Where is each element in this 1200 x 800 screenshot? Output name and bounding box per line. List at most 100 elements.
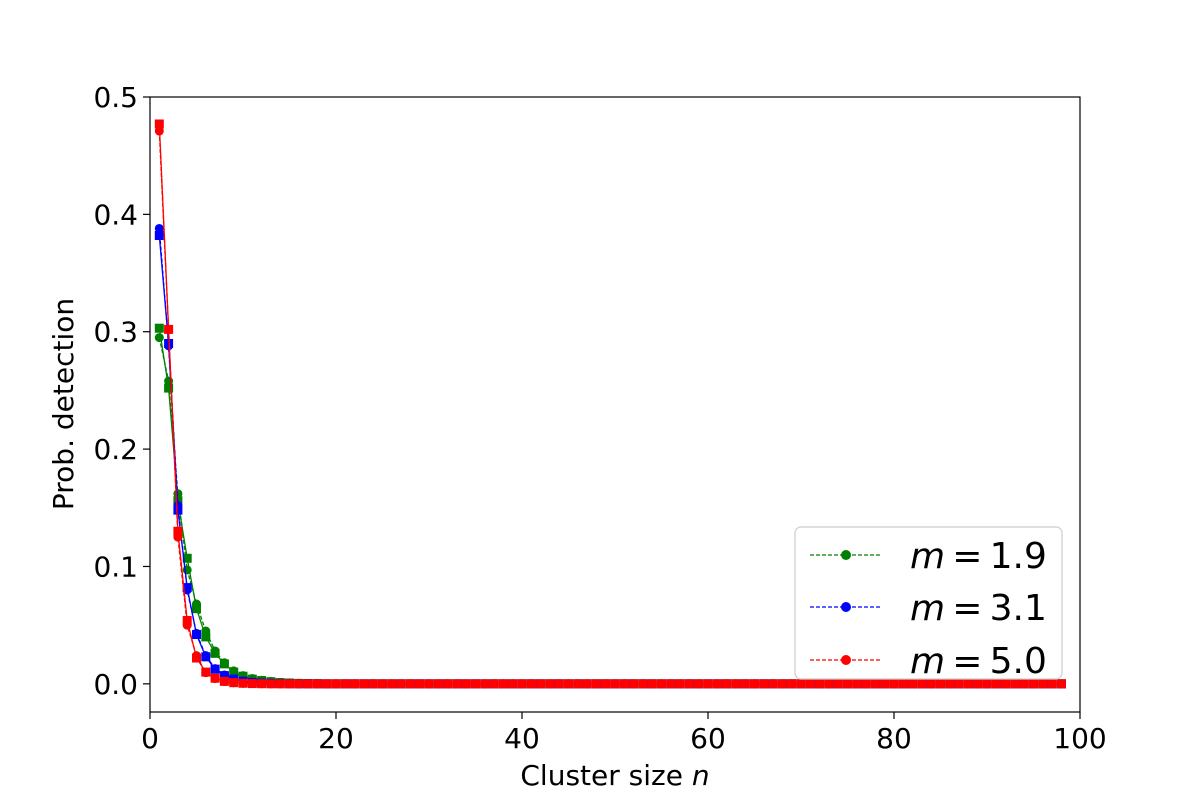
data-point-circle bbox=[192, 599, 201, 609]
data-point-circle bbox=[545, 679, 555, 689]
data-point-circle bbox=[564, 679, 573, 689]
legend-label-value: 1.9 bbox=[990, 536, 1047, 577]
data-point-circle bbox=[294, 679, 304, 689]
data-point-circle bbox=[870, 679, 880, 689]
data-point-circle bbox=[917, 679, 927, 689]
data-point-circle bbox=[796, 679, 806, 689]
data-point-circle bbox=[1019, 679, 1029, 689]
data-point-circle bbox=[443, 679, 453, 689]
legend-label-var: m bbox=[910, 536, 945, 577]
data-point-circle bbox=[350, 679, 360, 689]
data-point-circle bbox=[573, 679, 583, 689]
legend-label-value: 5.0 bbox=[990, 641, 1047, 682]
data-point-square bbox=[182, 615, 192, 625]
data-point-circle bbox=[238, 678, 248, 688]
data-point-circle bbox=[405, 679, 415, 689]
data-point-circle bbox=[638, 679, 648, 689]
data-point-circle bbox=[517, 679, 527, 689]
data-point-circle bbox=[815, 679, 825, 689]
legend-label: m = 1.9 bbox=[910, 536, 1047, 577]
data-point-circle bbox=[452, 679, 462, 689]
data-point-circle bbox=[415, 679, 425, 689]
data-point-circle bbox=[247, 679, 257, 689]
data-point-circle bbox=[322, 679, 332, 689]
data-point-circle bbox=[266, 679, 276, 689]
data-point-circle bbox=[843, 679, 852, 689]
data-point-circle bbox=[331, 679, 341, 689]
data-point-circle bbox=[154, 126, 164, 136]
data-point-circle bbox=[229, 666, 239, 676]
data-point-circle bbox=[657, 679, 666, 689]
data-point-square bbox=[201, 632, 211, 642]
series-5.0 bbox=[154, 119, 1066, 689]
legend-label-eq: = bbox=[945, 588, 990, 629]
y-tick-label: 0.5 bbox=[93, 81, 138, 114]
legend-label-eq: = bbox=[945, 641, 990, 682]
legend-label-eq: = bbox=[945, 536, 990, 577]
data-point-circle bbox=[201, 668, 211, 678]
data-point-circle bbox=[312, 679, 322, 689]
data-point-circle bbox=[936, 679, 945, 689]
x-axis-label-text: Cluster size bbox=[520, 759, 683, 792]
x-tick-label: 20 bbox=[318, 722, 354, 755]
data-point-circle bbox=[889, 679, 899, 689]
data-point-circle bbox=[861, 679, 871, 689]
data-point-circle bbox=[201, 651, 211, 661]
data-point-circle bbox=[991, 679, 1001, 689]
data-point-square bbox=[154, 323, 164, 333]
y-tick-label: 0.0 bbox=[93, 668, 138, 701]
data-point-circle bbox=[480, 679, 490, 689]
x-tick-label: 40 bbox=[504, 722, 540, 755]
legend-item: m = 3.1 bbox=[810, 588, 1047, 629]
data-point-circle bbox=[880, 679, 890, 689]
data-point-square bbox=[192, 604, 201, 614]
data-point-circle bbox=[601, 679, 611, 689]
data-point-circle bbox=[768, 679, 778, 689]
legend-swatch-marker bbox=[841, 655, 851, 665]
data-point-circle bbox=[833, 679, 843, 689]
data-point-circle bbox=[285, 679, 294, 689]
data-point-circle bbox=[192, 651, 201, 661]
legend-label: m = 5.0 bbox=[910, 641, 1047, 682]
data-point-circle bbox=[210, 674, 220, 684]
data-point-circle bbox=[498, 679, 508, 689]
data-point-circle bbox=[675, 679, 685, 689]
data-point-circle bbox=[210, 664, 220, 674]
data-point-circle bbox=[619, 679, 629, 689]
data-point-circle bbox=[684, 679, 694, 689]
data-point-circle bbox=[424, 679, 434, 689]
data-point-circle bbox=[257, 679, 267, 689]
legend-swatch-marker bbox=[841, 550, 851, 560]
data-point-circle bbox=[433, 679, 443, 689]
data-point-circle bbox=[192, 628, 201, 638]
legend-item: m = 5.0 bbox=[810, 641, 1047, 682]
data-point-circle bbox=[629, 679, 639, 689]
data-point-circle bbox=[526, 679, 536, 689]
legend-label-var: m bbox=[910, 588, 945, 629]
data-point-circle bbox=[954, 679, 964, 689]
legend-item: m = 1.9 bbox=[810, 536, 1047, 577]
data-point-circle bbox=[610, 679, 620, 689]
data-point-circle bbox=[1038, 679, 1048, 689]
data-point-circle bbox=[275, 679, 285, 689]
data-point-circle bbox=[173, 489, 183, 499]
data-point-circle bbox=[164, 341, 174, 351]
data-point-circle bbox=[908, 679, 918, 689]
x-tick-label: 0 bbox=[141, 722, 159, 755]
ticks-layer: 0 20 40 60 80 100 0.0 0.1 0.2 0.3 0.4 0.5 bbox=[93, 81, 1106, 755]
data-point-circle bbox=[694, 679, 704, 689]
data-point-circle bbox=[852, 679, 862, 689]
data-point-square bbox=[154, 119, 164, 129]
data-point-circle bbox=[229, 678, 239, 688]
data-point-circle bbox=[173, 532, 183, 542]
x-axis-label-var: n bbox=[692, 759, 710, 792]
data-point-circle bbox=[1010, 679, 1020, 689]
legend-swatch-marker bbox=[841, 602, 851, 612]
y-axis-label: Prob. detection bbox=[47, 298, 80, 510]
data-point-circle bbox=[219, 676, 229, 686]
data-point-circle bbox=[173, 500, 183, 510]
data-point-circle bbox=[1047, 679, 1057, 689]
data-point-circle bbox=[303, 679, 313, 689]
data-point-circle bbox=[471, 679, 480, 689]
